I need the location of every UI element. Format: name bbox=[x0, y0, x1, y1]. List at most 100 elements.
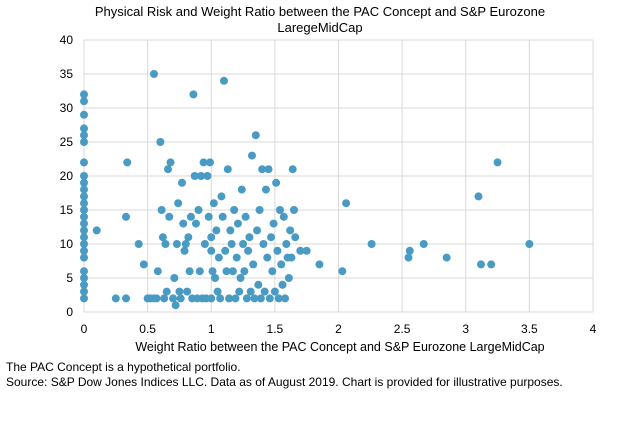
y-tick-label: 25 bbox=[60, 135, 74, 149]
data-point bbox=[232, 253, 241, 262]
y-tick-label: 30 bbox=[60, 101, 74, 115]
x-tick-label: 4 bbox=[590, 322, 597, 336]
data-point bbox=[111, 294, 120, 303]
data-point bbox=[204, 212, 213, 221]
chart-title-line2: LaregeMidCap bbox=[277, 20, 363, 35]
data-point bbox=[156, 138, 165, 146]
data-point bbox=[302, 246, 311, 255]
x-tick-label: 1.5 bbox=[267, 322, 284, 336]
data-point bbox=[80, 172, 88, 180]
data-point bbox=[80, 294, 88, 303]
data-point bbox=[149, 70, 158, 78]
data-point bbox=[80, 219, 88, 228]
data-point bbox=[189, 90, 198, 99]
data-point bbox=[195, 267, 204, 276]
note-source: Source: S&P Dow Jones Indices LLC. Data … bbox=[6, 375, 563, 389]
data-point bbox=[80, 185, 88, 194]
data-point bbox=[80, 90, 88, 99]
data-point bbox=[152, 294, 161, 303]
x-tick-label: 2 bbox=[335, 322, 342, 336]
data-point bbox=[194, 206, 203, 214]
data-point bbox=[80, 124, 88, 133]
data-point bbox=[176, 294, 185, 303]
data-point bbox=[184, 233, 193, 242]
data-point bbox=[80, 212, 88, 221]
data-point bbox=[207, 233, 216, 242]
data-point bbox=[197, 172, 206, 180]
data-point bbox=[279, 212, 288, 221]
data-point bbox=[209, 199, 218, 208]
x-axis-label: Weight Ratio between the PAC Concept and… bbox=[135, 340, 545, 354]
data-point bbox=[207, 246, 216, 255]
data-point bbox=[157, 206, 166, 214]
x-tick-label: 3.5 bbox=[521, 322, 538, 336]
data-point bbox=[288, 165, 297, 174]
data-point bbox=[80, 138, 88, 146]
y-tick-label: 0 bbox=[66, 305, 73, 319]
data-point bbox=[190, 172, 199, 180]
data-point bbox=[228, 267, 237, 276]
data-point bbox=[183, 287, 192, 296]
data-point bbox=[273, 246, 282, 255]
data-point bbox=[477, 260, 486, 269]
data-point bbox=[226, 226, 235, 235]
chart-title: Physical Risk and Weight Ratio between t… bbox=[70, 4, 570, 36]
data-point bbox=[255, 206, 264, 214]
data-point bbox=[218, 212, 227, 221]
data-point bbox=[242, 294, 251, 303]
data-point bbox=[172, 240, 181, 248]
data-point bbox=[174, 199, 183, 208]
data-point bbox=[245, 233, 254, 242]
x-tick-label: 0.5 bbox=[139, 322, 156, 336]
chart-title-line1: Physical Risk and Weight Ratio between t… bbox=[94, 4, 546, 19]
data-point bbox=[217, 192, 226, 201]
y-axis-ticks: 0 5 10 15 20 25 30 35 40 bbox=[60, 33, 74, 319]
data-point bbox=[338, 267, 347, 276]
data-point bbox=[80, 110, 88, 119]
data-point bbox=[161, 240, 170, 248]
data-point bbox=[247, 151, 256, 160]
data-point bbox=[160, 294, 169, 303]
data-point bbox=[241, 212, 250, 221]
data-point bbox=[227, 240, 236, 248]
data-point bbox=[272, 178, 281, 187]
data-point bbox=[92, 226, 101, 235]
x-axis-ticks: 0 0.5 1 1.5 2 2.5 3 3.5 4 bbox=[81, 322, 597, 336]
data-point bbox=[419, 240, 428, 248]
data-point bbox=[264, 165, 273, 174]
data-point bbox=[235, 287, 244, 296]
data-point bbox=[289, 206, 298, 214]
data-point bbox=[80, 287, 88, 296]
data-point bbox=[405, 246, 414, 255]
data-point bbox=[268, 267, 277, 276]
y-tick-label: 15 bbox=[60, 203, 74, 217]
data-point bbox=[263, 253, 272, 262]
data-point bbox=[254, 280, 263, 289]
data-point bbox=[404, 253, 413, 262]
data-point bbox=[80, 131, 88, 140]
data-point bbox=[286, 226, 295, 235]
data-point bbox=[191, 219, 200, 228]
data-point bbox=[240, 267, 249, 276]
data-points bbox=[80, 70, 534, 310]
chart-notes: The PAC Concept is a hypothetical portfo… bbox=[6, 360, 606, 390]
data-point bbox=[222, 267, 231, 276]
data-point bbox=[158, 233, 167, 242]
data-point bbox=[233, 219, 242, 228]
data-point bbox=[216, 294, 225, 303]
data-point bbox=[315, 260, 324, 269]
data-point bbox=[139, 260, 148, 269]
data-point bbox=[239, 240, 248, 248]
data-point bbox=[153, 267, 162, 276]
x-tick-label: 3 bbox=[462, 322, 469, 336]
data-point bbox=[487, 260, 496, 269]
data-point bbox=[231, 294, 240, 303]
data-point bbox=[278, 280, 287, 289]
data-point bbox=[214, 253, 223, 262]
data-point bbox=[270, 287, 279, 296]
data-point bbox=[212, 226, 221, 235]
data-point bbox=[281, 294, 290, 303]
data-point bbox=[169, 294, 178, 303]
data-point bbox=[207, 294, 216, 303]
